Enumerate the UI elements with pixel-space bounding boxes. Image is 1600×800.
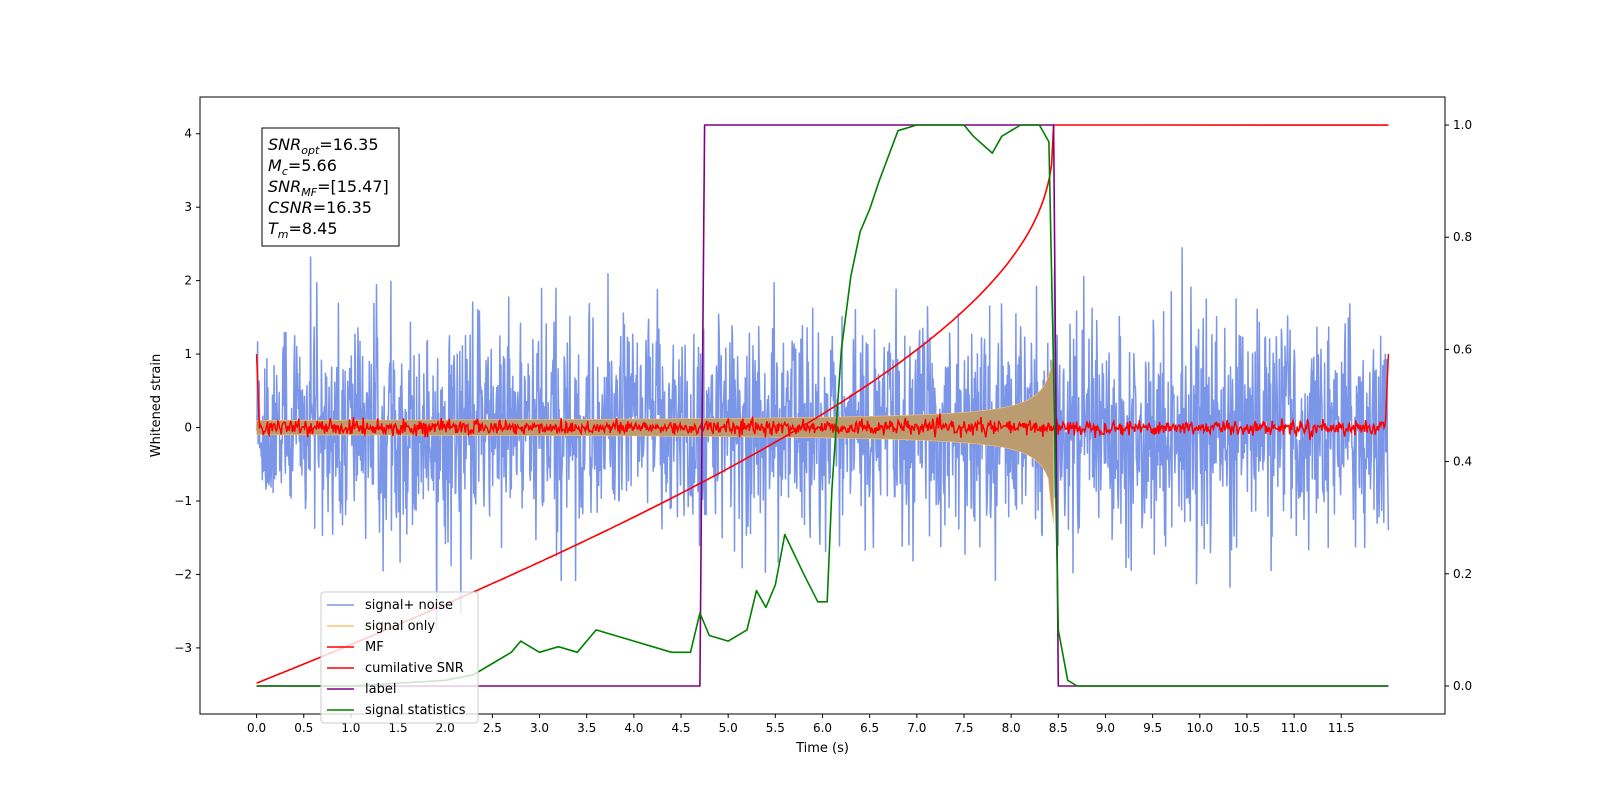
annotation-symbol: CSNR: [268, 198, 313, 217]
legend: signal+ noise signal only MF cumilative SNR…: [320, 591, 479, 724]
annotation-line: CSNR=16.35: [268, 198, 372, 217]
y-axis-right: 0.0 0.2 0.4 0.6 0.8 1.0: [1445, 118, 1472, 693]
x-tick-label: 11.5: [1328, 721, 1355, 735]
legend-entry: signal statistics: [365, 703, 466, 718]
y-tick-label: 3: [184, 200, 192, 214]
annotation-value: =16.35: [319, 135, 378, 154]
x-tick-label: 2.5: [483, 721, 502, 735]
series-signal-statistics: [256, 124, 1389, 687]
annotation-line: Mc=5.66: [268, 156, 337, 178]
y2-tick-label: 0.4: [1453, 455, 1472, 469]
annotation-value: =16.35: [313, 198, 372, 217]
y-axis-label: Whitened strain: [149, 354, 164, 457]
x-tick-label: 4.0: [624, 721, 643, 735]
y2-tick-label: 0.0: [1453, 679, 1472, 693]
series-mf: [255, 354, 1390, 441]
legend-entry: MF: [365, 640, 384, 655]
annotation-line: SNRMF=[15.47]: [268, 177, 389, 199]
x-tick-label: 4.5: [671, 721, 690, 735]
x-tick-label: 1.0: [341, 721, 360, 735]
y-tick-label: 2: [184, 274, 192, 288]
x-tick-label: 5.0: [719, 721, 738, 735]
x-tick-label: 3.5: [577, 721, 596, 735]
legend-entry: label: [365, 682, 396, 697]
legend-entry: signal only: [365, 619, 435, 634]
x-tick-label: 8.5: [1049, 721, 1068, 735]
annotation-symbol: SNR: [268, 177, 301, 196]
annotation-value: =[15.47]: [317, 177, 389, 196]
x-tick-label: 6.0: [813, 721, 832, 735]
annotation-frame: [261, 127, 400, 247]
legend-entry: signal+ noise: [365, 598, 453, 613]
y-tick-label: −3: [174, 641, 192, 655]
x-tick-label: 11.0: [1281, 721, 1308, 735]
x-axis: 0.0 0.5 1.0 1.5 2.0 2.5 3.0 3.5 4.0 4.5 5.0 5.5 6.0 6…: [247, 714, 1355, 735]
x-tick-label: 10.5: [1234, 721, 1261, 735]
y-tick-label: 1: [184, 347, 192, 361]
x-tick-label: 6.5: [860, 721, 879, 735]
x-tick-label: 7.0: [907, 721, 926, 735]
annotation-line: SNRopt=16.35: [268, 135, 379, 157]
y-tick-label: −2: [174, 567, 192, 581]
annotation-value: =5.66: [288, 156, 337, 175]
series-signal-only: [256, 354, 1054, 524]
x-tick-label: 9.5: [1143, 721, 1162, 735]
y2-tick-label: 0.6: [1453, 342, 1472, 356]
x-tick-label: 3.0: [530, 721, 549, 735]
y2-tick-label: 1.0: [1453, 118, 1472, 132]
annotation-subscript: c: [282, 165, 288, 178]
annotation-subscript: opt: [301, 144, 320, 157]
legend-entry: cumilative SNR: [365, 661, 464, 676]
annotation-subscript: m: [278, 228, 289, 241]
annotation-value: =8.45: [289, 219, 338, 238]
annotation-box: SNRopt=16.35Mc=5.66SNRMF=[15.47]CSNR=16.…: [261, 127, 400, 247]
x-tick-label: 0.0: [247, 721, 266, 735]
y2-tick-label: 0.8: [1453, 230, 1472, 244]
legend-frame: [320, 591, 479, 724]
annotation-symbol: T: [268, 219, 279, 238]
x-tick-label: 0.5: [294, 721, 313, 735]
x-tick-label: 10.0: [1186, 721, 1213, 735]
x-tick-label: 8.0: [1002, 721, 1021, 735]
x-tick-label: 7.5: [954, 721, 973, 735]
x-tick-label: 9.0: [1096, 721, 1115, 735]
annotation-symbol: M: [268, 156, 282, 175]
y-tick-label: 0: [184, 421, 192, 435]
annotation-symbol: SNR: [268, 135, 301, 154]
y-tick-label: 4: [184, 127, 192, 141]
x-tick-label: 2.0: [436, 721, 455, 735]
series-signal-noise: [255, 247, 1390, 630]
x-tick-label: 1.5: [389, 721, 408, 735]
y-tick-label: −1: [174, 494, 192, 508]
annotation-subscript: MF: [301, 186, 317, 199]
x-axis-label: Time (s): [795, 741, 849, 756]
x-tick-label: 5.5: [766, 721, 785, 735]
y2-tick-label: 0.2: [1453, 567, 1472, 581]
y-axis-left: −3 −2 −1 0 1 2 3 4: [174, 127, 200, 655]
annotation-line: Tm=8.45: [268, 219, 338, 241]
